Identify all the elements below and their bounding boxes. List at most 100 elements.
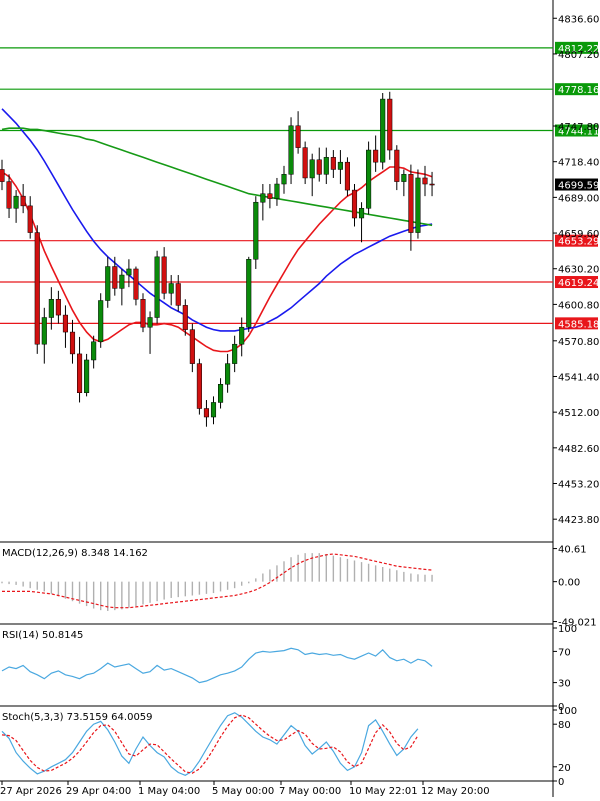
level-tag-label: 4585.18 [558, 319, 599, 330]
moving-average-line [1, 166, 433, 353]
candle-body [288, 125, 294, 175]
candle-body [6, 181, 12, 209]
rsi-line [1, 647, 433, 684]
candle-body [359, 208, 365, 219]
candle-body [77, 353, 83, 393]
candle-body [140, 299, 146, 328]
price-tick-label: 4453.20 [558, 480, 599, 491]
stochastic-pane[interactable]: Stoch(5,3,3) 73.5159 64.0059 100 80 20 0 [0, 706, 577, 788]
candle-body [380, 98, 386, 163]
level-tag [555, 317, 598, 330]
time-axis: 27 Apr 2026 29 Apr 04:00 1 May 04:00 5 May … [0, 781, 490, 797]
candle-body [309, 159, 315, 179]
stochastic-tick-label: 0 [558, 777, 564, 788]
candle-body [387, 98, 393, 151]
price-tick-label: 4482.60 [558, 444, 599, 455]
candle-body [98, 300, 104, 343]
macd-pane[interactable]: MACD(12,26,9) 8.348 14.162 40.61 0.00 -49.… [0, 545, 597, 629]
level-tag [555, 124, 598, 137]
candle-body [316, 159, 322, 175]
level-tag-label: 4812.22 [558, 44, 599, 55]
candle-body [415, 177, 421, 233]
level-tag-label: 4653.29 [558, 237, 599, 248]
candle-body [189, 329, 195, 364]
candle-body [41, 317, 47, 345]
price-tick-label: 4807.20 [558, 50, 599, 61]
candle-body [210, 402, 217, 418]
level-tag [555, 83, 598, 96]
candle-body [337, 161, 343, 170]
candle-body [20, 195, 26, 207]
rsi-tick-label: 0 [558, 702, 564, 713]
candle-body [373, 149, 379, 163]
candle-body [429, 183, 435, 186]
candle-body [34, 232, 40, 345]
macd-label: MACD(12,26,9) 8.348 14.162 [2, 548, 148, 559]
candle-body [161, 256, 167, 294]
time-tick-label: 5 May 00:00 [212, 786, 274, 797]
stochastic-tick-label: 100 [558, 706, 577, 717]
candle-body [281, 174, 287, 185]
rsi-pane[interactable]: RSI(14) 50.8145 100 70 30 0 [0, 624, 577, 713]
candle-body [225, 363, 231, 385]
candle-body [154, 256, 160, 318]
stochastic-tick-label: 20 [558, 763, 571, 774]
candle-body [105, 266, 111, 301]
candle-body [253, 201, 259, 260]
rsi-tick-label: 70 [558, 647, 571, 658]
price-tick-label: 4836.60 [558, 14, 599, 25]
level-tag [555, 234, 598, 247]
time-tick-label: 10 May 22:01 [349, 786, 418, 797]
price-tick-label: 4659.60 [558, 229, 599, 240]
price-tick-label: 4689.00 [558, 193, 599, 204]
moving-average-line [1, 108, 433, 332]
candle-body [246, 259, 252, 328]
rsi-tick-label: 100 [558, 624, 577, 635]
current-price-label: 4699.59 [558, 181, 599, 192]
candle-body [84, 359, 90, 393]
candle-body [55, 299, 61, 316]
price-tick-label: 4423.80 [558, 515, 599, 526]
rsi-tick-label: 30 [558, 679, 571, 690]
candlesticks [0, 91, 435, 427]
time-tick-label: 27 Apr 2026 [0, 786, 62, 797]
candle-body [126, 268, 132, 276]
macd-tick-label: 40.61 [558, 545, 587, 556]
rsi-label: RSI(14) 50.8145 [2, 630, 83, 641]
stochastic-d-line [1, 714, 419, 774]
candle-body [168, 283, 174, 294]
candle-body [175, 283, 181, 306]
time-tick-label: 7 May 00:00 [279, 786, 341, 797]
price-axis: 4836.60 4807.20 4747.80 4718.40 4689.00 4659.… [553, 14, 599, 526]
candle-body [91, 341, 97, 361]
candle-body [13, 195, 19, 209]
rsi-plot: 100 70 30 0 [0, 624, 577, 713]
level-tag-label: 4778.16 [558, 85, 599, 96]
stochastic-tick-label: 80 [558, 720, 571, 731]
candle-body [422, 177, 428, 185]
candle-body [408, 174, 414, 233]
level-tag [555, 276, 598, 289]
time-tick-label: 1 May 04:00 [138, 786, 200, 797]
price-tick-label: 4600.80 [558, 300, 599, 311]
level-tag [555, 41, 598, 54]
time-tick-label: 29 Apr 04:00 [66, 786, 131, 797]
candle-body [119, 274, 125, 289]
candle-body [401, 174, 407, 182]
candle-body [27, 205, 33, 233]
candle-body [218, 383, 224, 403]
candle-body [133, 268, 139, 300]
candle-body [196, 363, 202, 409]
candle-body [62, 314, 69, 333]
macd-plot: 40.61 0.00 -49.021 [0, 545, 597, 629]
candle-body [203, 408, 209, 418]
price-tick-label: 4512.00 [558, 408, 599, 419]
level-tag-label: 4744.11 [558, 126, 599, 137]
candle-body [344, 161, 350, 191]
candle-body [239, 326, 245, 345]
price-tick-label: 4718.40 [558, 158, 599, 169]
